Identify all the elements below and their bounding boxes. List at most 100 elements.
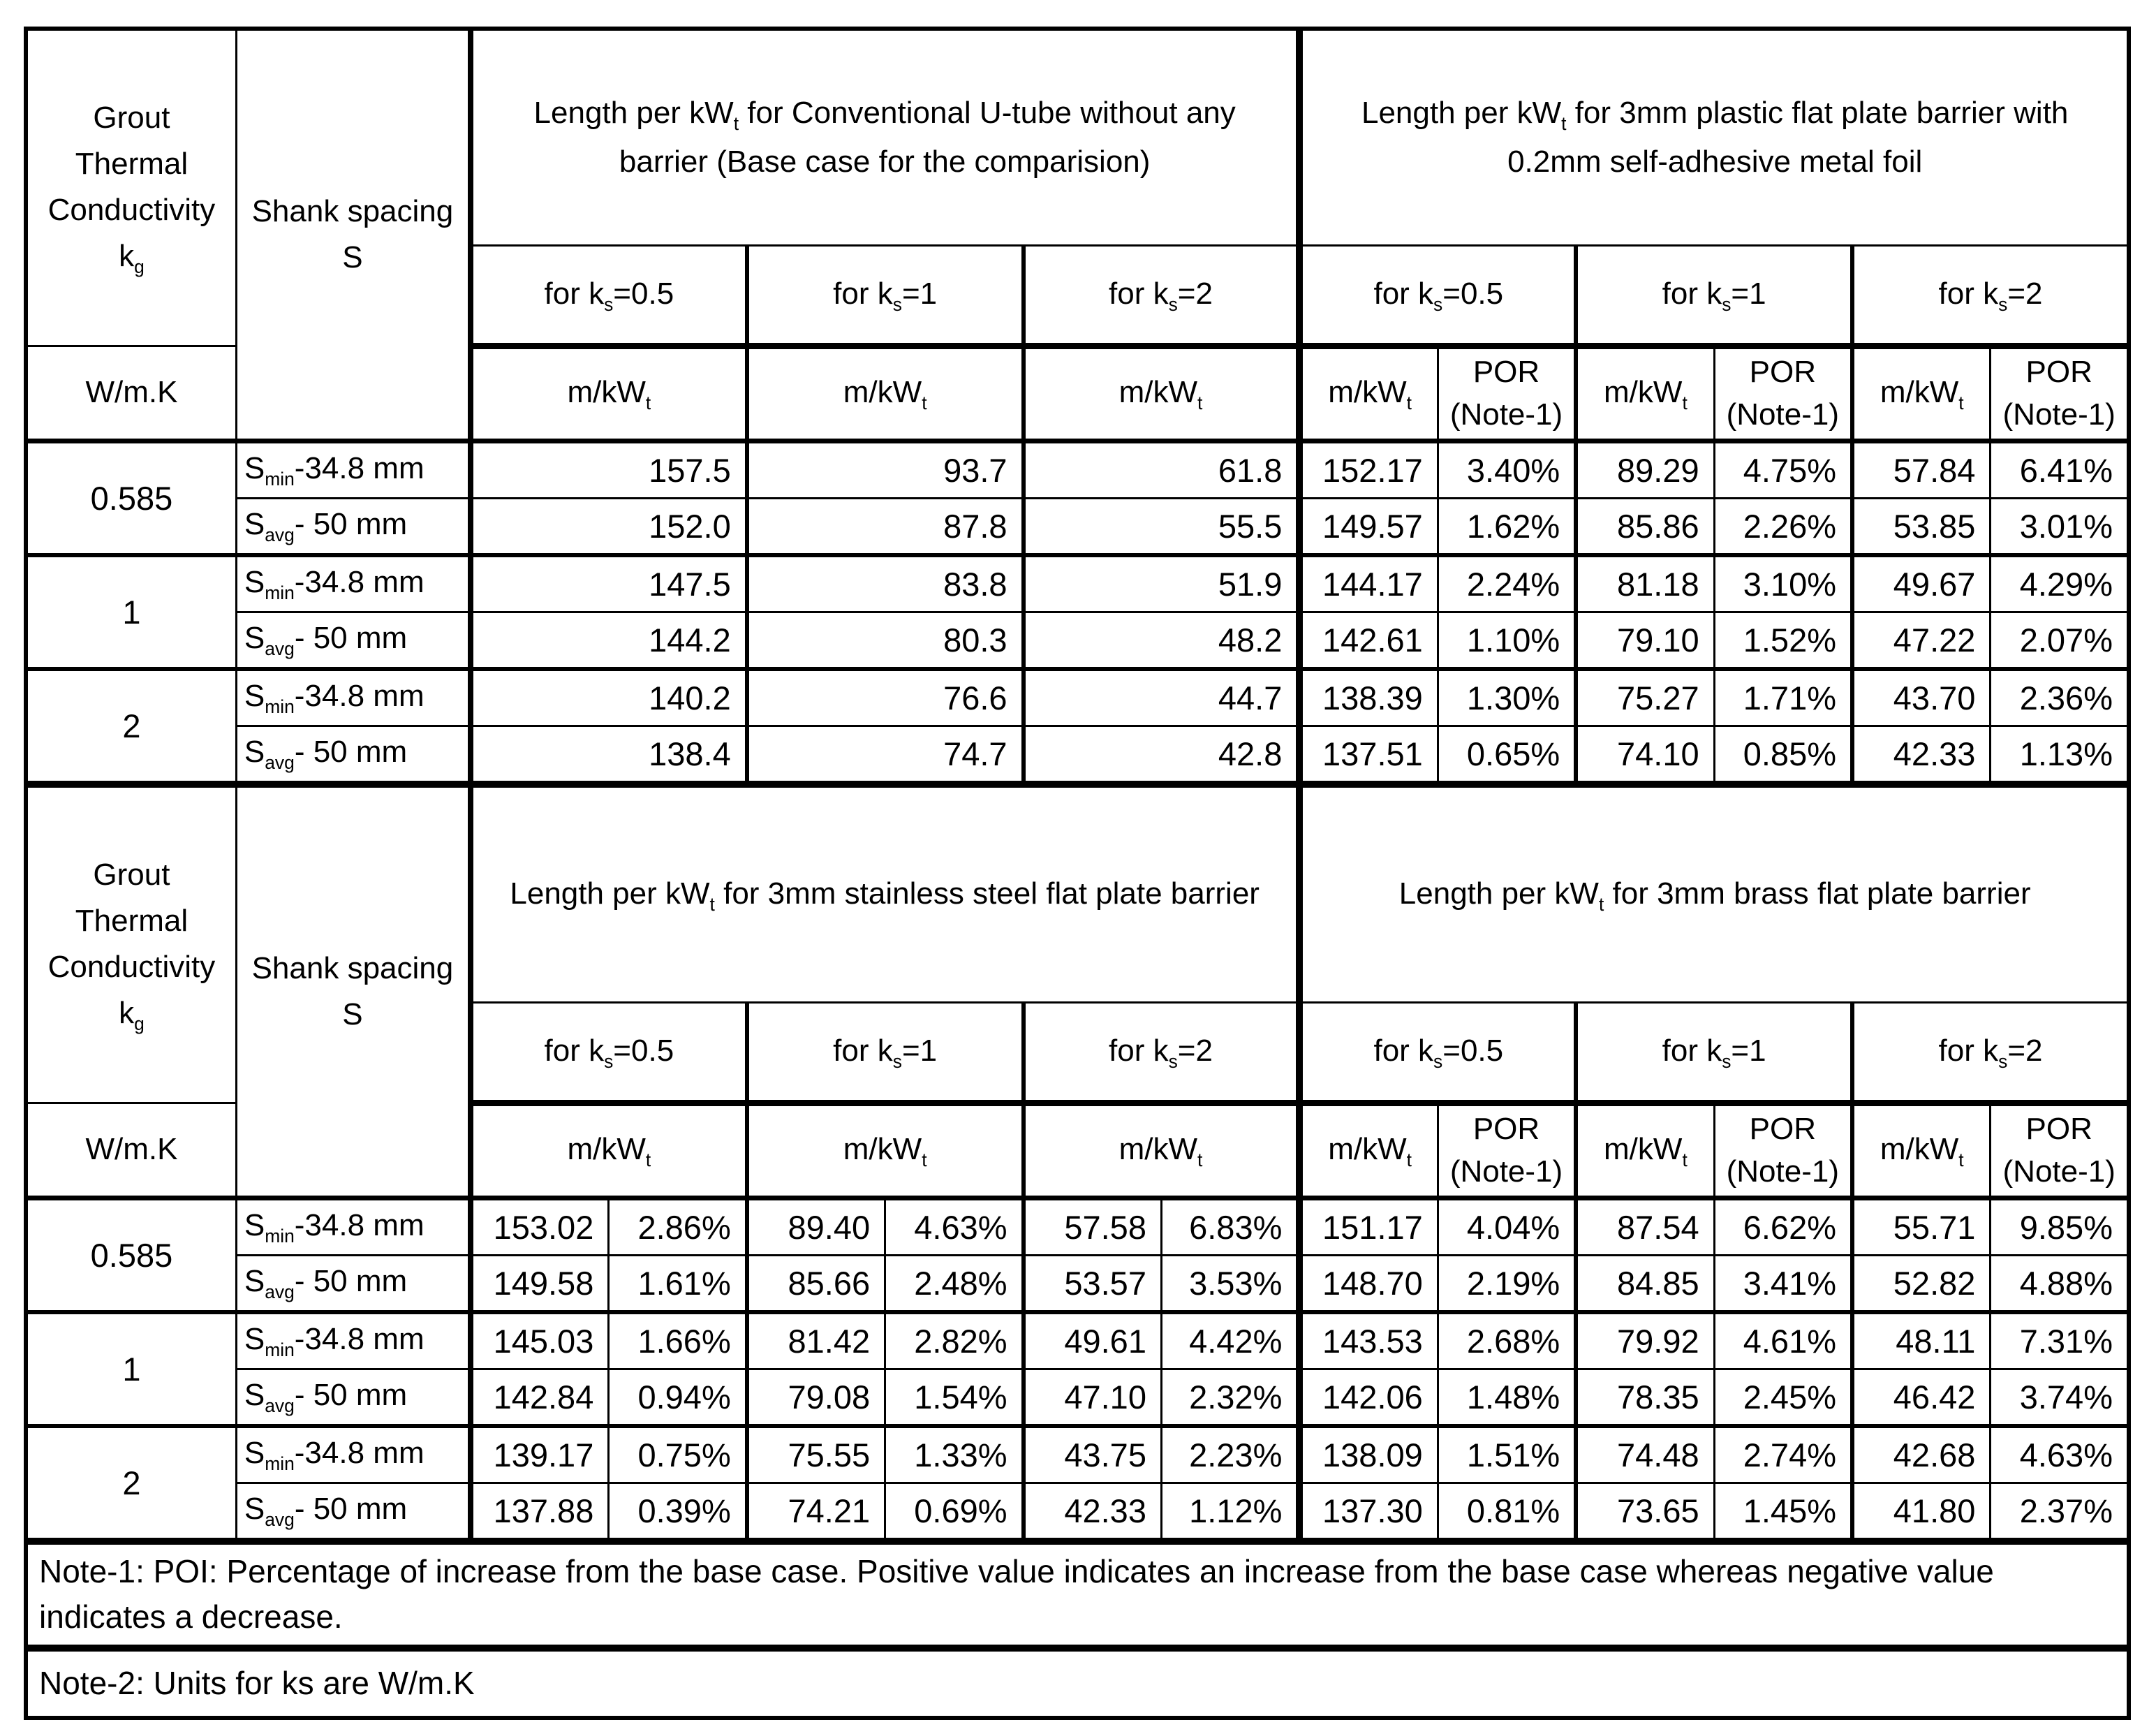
unit-header: m/kWt	[1850, 1102, 1992, 1199]
shank-symbol: S	[342, 240, 363, 274]
unit-header: m/kWt	[1021, 345, 1301, 442]
unit-header: m/kWt	[467, 345, 748, 442]
por-cell: 1.52%	[1713, 611, 1854, 670]
value-cell: 138.09	[1296, 1424, 1439, 1484]
value-cell: 137.30	[1296, 1482, 1439, 1543]
por-cell: 3.40%	[1436, 439, 1577, 499]
value-cell: 79.10	[1574, 611, 1715, 670]
ks-header: for ks=1	[744, 1001, 1025, 1106]
por-header: POR (Note-1)	[1713, 345, 1854, 442]
por-cell: 4.04%	[1436, 1196, 1577, 1256]
por-cell: 0.69%	[884, 1482, 1025, 1543]
s1-header-row-2: for ks=0.5 for ks=1 for ks=2 for ks=0.5 …	[26, 244, 2130, 349]
s1-row-1: 0.585 Smin-34.8 mm 157.5 93.7 61.8 152.1…	[24, 439, 2130, 557]
s2-row-6: Savg- 50 mm 137.88 0.39% 74.21 0.69% 42.…	[26, 1482, 2130, 1543]
value-cell: 78.35	[1574, 1368, 1715, 1427]
por-header: POR (Note-1)	[1436, 345, 1577, 442]
ks-header: for ks=2	[1021, 244, 1301, 349]
por-cell: 0.85%	[1713, 725, 1854, 786]
value-cell: 49.67	[1850, 553, 1992, 613]
por-cell: 2.36%	[1989, 667, 2130, 727]
ks-header: for ks=2	[1850, 1001, 2130, 1106]
value-cell: 43.70	[1850, 667, 1992, 727]
value-cell: 44.7	[1021, 667, 1301, 727]
s2-header-row-2: for ks=0.5 for ks=1 for ks=2 for ks=0.5 …	[26, 1001, 2130, 1106]
por-cell: 1.66%	[607, 1310, 748, 1370]
unit-header: m/kWt	[744, 345, 1025, 442]
por-cell: 6.62%	[1713, 1196, 1854, 1256]
por-cell: 1.10%	[1436, 611, 1577, 670]
value-cell: 42.8	[1021, 725, 1301, 786]
shank-label-cell: Savg- 50 mm	[235, 1254, 472, 1314]
ks-header: for ks=0.5	[1296, 244, 1577, 349]
kg-value-cell: 2	[24, 667, 237, 786]
value-cell: 57.84	[1850, 439, 1992, 499]
por-cell: 4.42%	[1160, 1310, 1301, 1370]
por-cell: 2.19%	[1436, 1254, 1577, 1314]
value-cell: 47.22	[1850, 611, 1992, 670]
shank-label-cell: Savg- 50 mm	[235, 1482, 472, 1543]
por-cell: 1.45%	[1713, 1482, 1854, 1543]
por-header: POR (Note-1)	[1989, 1102, 2130, 1199]
value-cell: 57.58	[1021, 1196, 1162, 1256]
unit-header: m/kWt	[1296, 1102, 1439, 1199]
por-cell: 4.63%	[1989, 1424, 2130, 1484]
s1-row-3: 1 Smin-34.8 mm 147.5 83.8 51.9 144.17 2.…	[24, 553, 2130, 670]
por-cell: 4.61%	[1713, 1310, 1854, 1370]
s2-row-1: 0.585 Smin-34.8 mm 153.02 2.86% 89.40 4.…	[24, 1196, 2130, 1314]
value-cell: 143.53	[1296, 1310, 1439, 1370]
por-cell: 0.81%	[1436, 1482, 1577, 1543]
value-cell: 48.11	[1850, 1310, 1992, 1370]
value-cell: 138.4	[467, 725, 748, 786]
por-cell: 1.30%	[1436, 667, 1577, 727]
por-cell: 9.85%	[1989, 1196, 2130, 1256]
value-cell: 47.10	[1021, 1368, 1162, 1427]
por-cell: 1.61%	[607, 1254, 748, 1314]
grout-symbol: kg	[119, 995, 145, 1034]
por-cell: 3.41%	[1713, 1254, 1854, 1314]
note-row-2: Note-2: Units for ks are W/m.K	[24, 1644, 2130, 1719]
grout-title: Grout Thermal Conductivity	[47, 857, 216, 984]
shank-label-cell: Savg- 50 mm	[235, 725, 472, 786]
value-cell: 75.55	[744, 1424, 887, 1484]
value-cell: 83.8	[744, 553, 1025, 613]
value-cell: 46.42	[1850, 1368, 1992, 1427]
s2-group-title-right: Length per kWt for 3mm brass flat plate …	[1296, 781, 2130, 1004]
por-cell: 0.39%	[607, 1482, 748, 1543]
value-cell: 144.17	[1296, 553, 1439, 613]
value-cell: 79.92	[1574, 1310, 1715, 1370]
grout-unit-header: W/m.K	[24, 345, 237, 442]
unit-header: m/kWt	[1021, 1102, 1301, 1199]
s1-header-row-1: Grout Thermal Conductivity kg Shank spac…	[24, 27, 2130, 442]
por-header: POR (Note-1)	[1713, 1102, 1854, 1199]
value-cell: 152.0	[467, 497, 748, 557]
value-cell: 43.75	[1021, 1424, 1162, 1484]
value-cell: 74.7	[744, 725, 1025, 786]
value-cell: 139.17	[467, 1424, 610, 1484]
grout-title: Grout Thermal Conductivity	[47, 100, 216, 227]
ks-header: for ks=0.5	[1296, 1001, 1577, 1106]
value-cell: 93.7	[744, 439, 1025, 499]
por-cell: 2.24%	[1436, 553, 1577, 613]
value-cell: 42.33	[1850, 725, 1992, 786]
por-cell: 4.88%	[1989, 1254, 2130, 1314]
ks-header: for ks=2	[1850, 244, 2130, 349]
s1-header-row-3: W/m.K m/kWt m/kWt m/kWt m/kWt POR (Note-…	[24, 345, 2130, 442]
value-cell: 41.80	[1850, 1482, 1992, 1543]
value-cell: 55.71	[1850, 1196, 1992, 1256]
por-cell: 3.01%	[1989, 497, 2130, 557]
shank-spacing-header: Shank spacing S	[235, 27, 472, 442]
value-cell: 81.42	[744, 1310, 887, 1370]
kg-value-cell: 0.585	[24, 1196, 237, 1314]
value-cell: 81.18	[1574, 553, 1715, 613]
note-2-text: Note-2: Units for ks are W/m.K	[24, 1644, 2130, 1719]
por-cell: 2.26%	[1713, 497, 1854, 557]
value-cell: 87.8	[744, 497, 1025, 557]
shank-label-cell: Savg- 50 mm	[235, 1368, 472, 1427]
value-cell: 151.17	[1296, 1196, 1439, 1256]
por-cell: 3.74%	[1989, 1368, 2130, 1427]
por-cell: 7.31%	[1989, 1310, 2130, 1370]
value-cell: 144.2	[467, 611, 748, 670]
grout-unit-header: W/m.K	[24, 1102, 237, 1199]
ks-header: for ks=0.5	[467, 244, 748, 349]
